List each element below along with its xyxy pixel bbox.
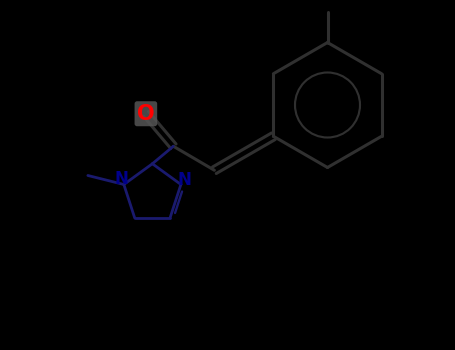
Text: N: N xyxy=(115,170,129,189)
Text: O: O xyxy=(137,104,155,124)
Text: N: N xyxy=(177,172,192,189)
